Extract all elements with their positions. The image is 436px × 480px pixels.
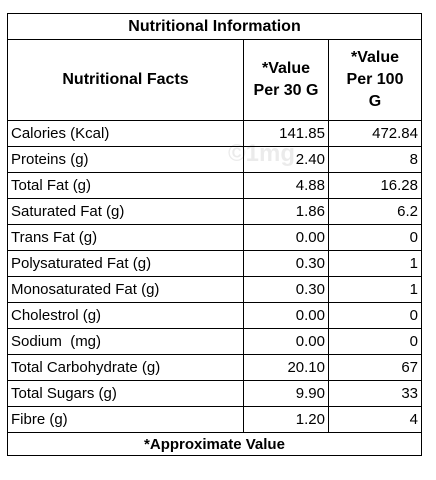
cell-value: 1 [328,276,422,303]
cell-value: 2.40 [243,146,329,173]
cell-value: 0 [328,328,422,355]
cell-value: 4.88 [243,172,329,199]
cell-value: 67 [328,354,422,381]
column-header-text: Nutritional Facts [62,71,189,88]
column-header: Nutritional Facts [7,39,244,121]
table-row: Proteins (g) 2.40 8 [7,146,422,173]
row-label: Monosaturated Fat (g) [7,276,244,303]
row-label: Calories (Kcal) [7,120,244,147]
cell-value: 141.85 [243,120,329,147]
table-row: Cholestrol (g) 0.00 0 [7,302,422,329]
table-row: Monosaturated Fat (g) 0.30 1 [7,276,422,303]
cell-value: 1.20 [243,406,329,433]
cell-value: 0.00 [243,302,329,329]
cell-value: 0 [328,302,422,329]
table-title: Nutritional Information [7,13,422,40]
table-row: Sodium (mg) 0.00 0 [7,328,422,355]
row-label: Trans Fat (g) [7,224,244,251]
row-label: Total Carbohydrate (g) [7,354,244,381]
cell-value: 1 [328,250,422,277]
cell-value: 33 [328,380,422,407]
watermark: ©1mg [228,140,296,167]
table-row: Fibre (g) 1.20 4 [7,406,422,433]
cell-value: 0.00 [243,224,329,251]
row-label: Total Sugars (g) [7,380,244,407]
table-row: Polysaturated Fat (g) 0.30 1 [7,250,422,277]
table-body: Calories (Kcal) 141.85 472.84 Proteins (g) 2… [7,120,422,433]
cell-value: 0 [328,224,422,251]
cell-value: 9.90 [243,380,329,407]
table-row: Total Carbohydrate (g) 20.10 67 [7,354,422,381]
nutrition-table: Nutritional Information Nutritional Fact… [7,13,422,456]
column-header-text: *Value Per 100 G [346,49,404,110]
table-row: Saturated Fat (g) 1.86 6.2 [7,198,422,225]
table-row: Calories (Kcal) 141.85 472.84 [7,120,422,147]
cell-value: 4 [328,406,422,433]
column-header: *Value Per 30 G [243,39,329,121]
column-header-text: *Value Per 30 G [253,60,319,99]
cell-value: 8 [328,146,422,173]
table-row: Trans Fat (g) 0.00 0 [7,224,422,251]
row-label: Saturated Fat (g) [7,198,244,225]
row-label: Total Fat (g) [7,172,244,199]
cell-value: 472.84 [328,120,422,147]
row-label: Fibre (g) [7,406,244,433]
table-row: Total Sugars (g) 9.90 33 [7,380,422,407]
cell-value: 0.00 [243,328,329,355]
cell-value: 0.30 [243,276,329,303]
footnote: *Approximate Value [7,432,422,456]
cell-value: 1.86 [243,198,329,225]
row-label: Proteins (g) [7,146,244,173]
cell-value: 6.2 [328,198,422,225]
column-header: *Value Per 100 G [328,39,422,121]
row-label: Polysaturated Fat (g) [7,250,244,277]
row-label: Sodium (mg) [7,328,244,355]
cell-value: 0.30 [243,250,329,277]
cell-value: 16.28 [328,172,422,199]
cell-value: 20.10 [243,354,329,381]
row-label: Cholestrol (g) [7,302,244,329]
table-row: Total Fat (g) 4.88 16.28 [7,172,422,199]
